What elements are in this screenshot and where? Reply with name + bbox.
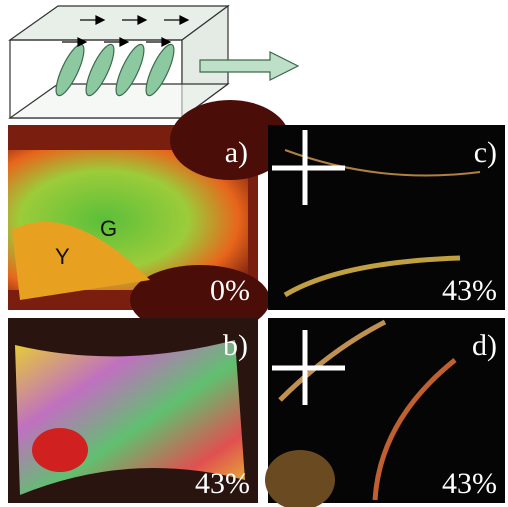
percent-label: 0% xyxy=(210,274,250,307)
schematic xyxy=(10,6,298,118)
panel-a: a) 0% G Y xyxy=(8,100,290,335)
panel-d: d) 43% xyxy=(265,318,505,507)
panel-label: c) xyxy=(474,136,497,169)
panel-label: d) xyxy=(472,329,497,362)
annotation: Y xyxy=(55,244,70,269)
panel-label: b) xyxy=(223,329,248,362)
percent-label: 43% xyxy=(442,274,497,307)
percent-label: 43% xyxy=(442,467,497,500)
annotation: G xyxy=(100,216,117,241)
percent-label: 43% xyxy=(195,467,250,500)
figure: a) 0% G Y c) 43% b) 43% d) 43% xyxy=(0,0,508,507)
panel-label: a) xyxy=(225,136,248,169)
panel-b: b) 43% xyxy=(8,318,258,503)
panel-c: c) 43% xyxy=(268,125,505,310)
